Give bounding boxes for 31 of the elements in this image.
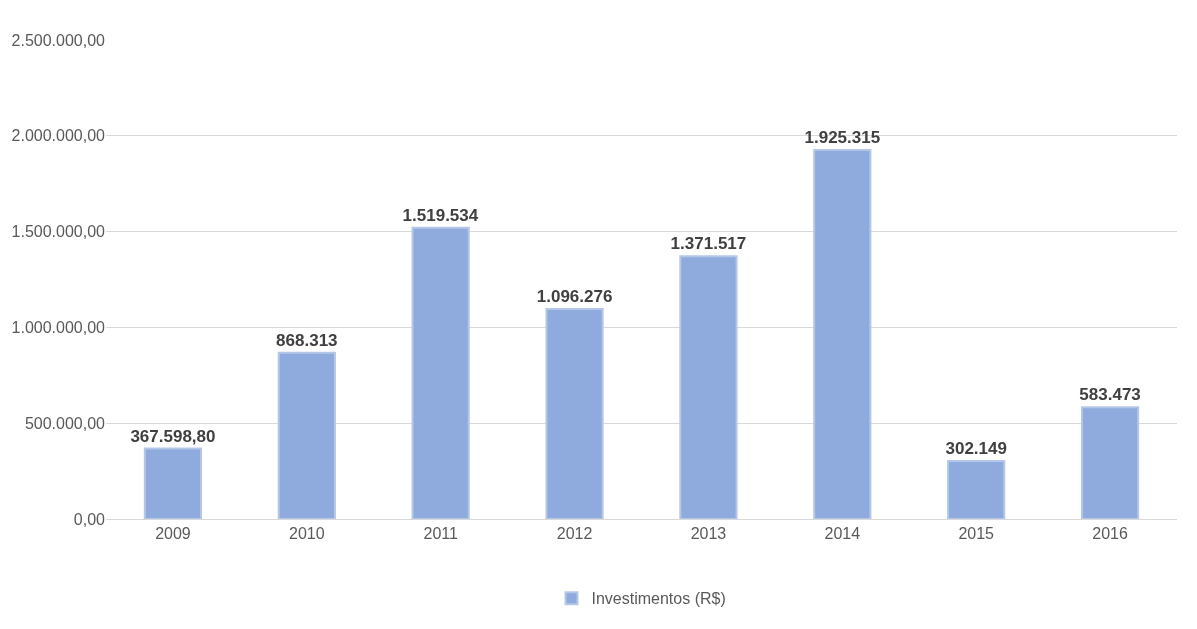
legend-label: Investimentos (R$)	[591, 590, 726, 608]
data-label: 868.313	[276, 330, 338, 350]
x-tick-label: 2010	[289, 525, 325, 543]
x-tick-label: 2011	[423, 525, 458, 543]
data-label: 302.149	[945, 439, 1007, 459]
y-tick-label: 2.000.000,00	[11, 127, 106, 145]
bar	[277, 351, 336, 519]
x-tick-label: 2012	[556, 525, 593, 543]
y-tick-label: 1.000.000,00	[11, 319, 106, 336]
bar	[947, 460, 1006, 519]
data-label: 583.473	[1079, 385, 1141, 405]
data-label: 1.925.315	[804, 128, 881, 148]
x-tick-label: 2009	[155, 525, 191, 543]
bar	[679, 255, 738, 519]
x-tick-label: 2014	[824, 525, 861, 543]
bar	[813, 149, 872, 519]
x-tick-label: 2016	[1092, 525, 1128, 543]
bar	[545, 307, 604, 519]
x-tick-label: 2013	[690, 525, 727, 543]
data-label: 1.371.517	[670, 234, 747, 254]
x-tick-label: 2015	[958, 525, 995, 543]
bar	[143, 447, 203, 519]
y-tick-label: 1.500.000,00	[11, 223, 106, 241]
bar	[1080, 406, 1140, 519]
data-label: 367.598,80	[130, 426, 216, 446]
data-label: 1.519.534	[402, 205, 479, 225]
y-tick-label: 0,00	[73, 510, 106, 528]
y-tick-label: 2.500.000,00	[11, 31, 106, 49]
y-tick-label: 500.000,00	[24, 414, 106, 432]
bar	[411, 226, 470, 519]
data-label: 1.096.276	[536, 286, 613, 306]
